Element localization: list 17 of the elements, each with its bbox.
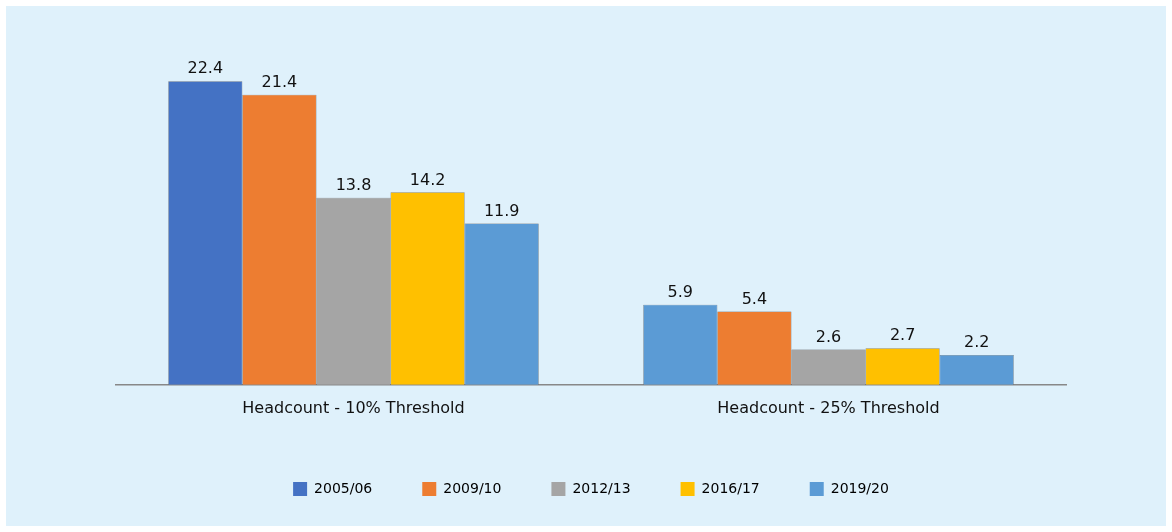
legend-label: 2016/17 bbox=[701, 479, 760, 496]
data-label: 11.9 bbox=[483, 200, 520, 220]
x-tick-label: Headcount - 25% Threshold bbox=[717, 397, 940, 417]
x-tick-label: Headcount - 10% Threshold bbox=[242, 397, 465, 417]
data-label: 2.7 bbox=[889, 325, 916, 345]
data-label: 2.6 bbox=[815, 326, 842, 346]
data-label: 21.4 bbox=[261, 71, 298, 91]
data-label: 22.4 bbox=[187, 58, 224, 78]
data-label: 2.2 bbox=[963, 332, 990, 352]
legend-label: 2009/10 bbox=[443, 479, 502, 496]
data-label: 13.8 bbox=[335, 174, 372, 194]
legend-label: 2019/20 bbox=[830, 479, 889, 496]
data-label: 5.9 bbox=[667, 282, 694, 301]
legend-label: 2005/06 bbox=[314, 479, 373, 496]
data-label: 14.2 bbox=[409, 169, 446, 189]
data-label: 5.4 bbox=[741, 288, 768, 308]
legend-label: 2012/13 bbox=[572, 479, 631, 496]
